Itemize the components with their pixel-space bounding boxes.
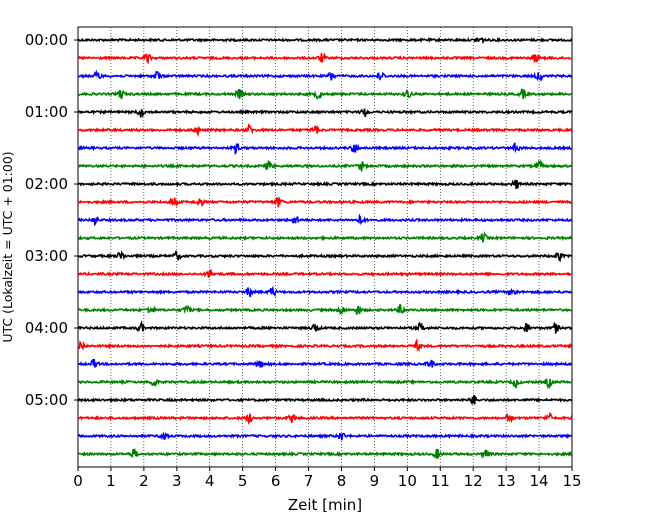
- y-tick-label: 02:00: [25, 175, 68, 193]
- y-axis-label: UTC (Lokalzeit = UTC + 01:00): [0, 151, 15, 342]
- x-tick-label: 6: [271, 472, 281, 490]
- x-grid: [110, 27, 540, 467]
- trace-line: [77, 431, 573, 441]
- x-tick-label: 15: [562, 472, 581, 490]
- trace-line: [77, 250, 573, 263]
- trace-line: [77, 108, 573, 118]
- x-tick-label: 3: [172, 472, 182, 490]
- trace-line: [77, 378, 573, 390]
- trace-line: [77, 123, 573, 138]
- x-tick-label: 9: [370, 472, 380, 490]
- trace-line: [77, 448, 573, 460]
- x-tick-label: 1: [106, 472, 116, 490]
- trace-line: [77, 159, 572, 172]
- x-tick-label: 14: [530, 472, 549, 490]
- y-tick-label: 03:00: [25, 247, 68, 265]
- x-tick-label: 2: [139, 472, 149, 490]
- trace-line: [77, 88, 573, 100]
- x-tick-label: 10: [398, 472, 417, 490]
- x-tick-label: 7: [304, 472, 314, 490]
- trace-line: [77, 358, 573, 368]
- trace-line: [77, 338, 573, 353]
- seismic-traces: [77, 36, 573, 460]
- trace-line: [77, 320, 573, 334]
- trace-line: [77, 230, 573, 243]
- y-axis-ticks: 00:00 01:00 02:00 03:00 04:00 05:00: [25, 31, 78, 409]
- trace-line: [77, 51, 573, 65]
- trace-line: [77, 269, 573, 278]
- trace-line: [77, 411, 573, 426]
- trace-line: [77, 69, 573, 82]
- x-tick-label: 5: [238, 472, 248, 490]
- trace-line: [77, 196, 573, 208]
- plot-area-frame: [77, 26, 573, 468]
- trace-line: [77, 36, 573, 45]
- trace-line: [77, 394, 573, 406]
- x-tick-label: 13: [497, 472, 516, 490]
- y-tick-label: 05:00: [25, 391, 68, 409]
- y-tick-label: 00:00: [25, 31, 68, 49]
- x-axis-ticks: 0 1 2 3 4 5 6 7 8 9 10 11 12 13 14 15: [73, 467, 582, 490]
- x-tick-label: 11: [431, 472, 450, 490]
- x-tick-label: 8: [337, 472, 347, 490]
- x-axis-label: Zeit [min]: [288, 496, 362, 514]
- trace-line: [77, 213, 573, 227]
- trace-line: [77, 141, 573, 156]
- trace-line: [78, 304, 573, 315]
- trace-line: [77, 285, 573, 298]
- x-tick-label: 4: [205, 472, 215, 490]
- x-tick-label: 12: [464, 472, 483, 490]
- trace-line: [77, 179, 573, 190]
- x-tick-label: 0: [73, 472, 83, 490]
- y-tick-label: 01:00: [25, 103, 68, 121]
- y-tick-label: 04:00: [25, 319, 68, 337]
